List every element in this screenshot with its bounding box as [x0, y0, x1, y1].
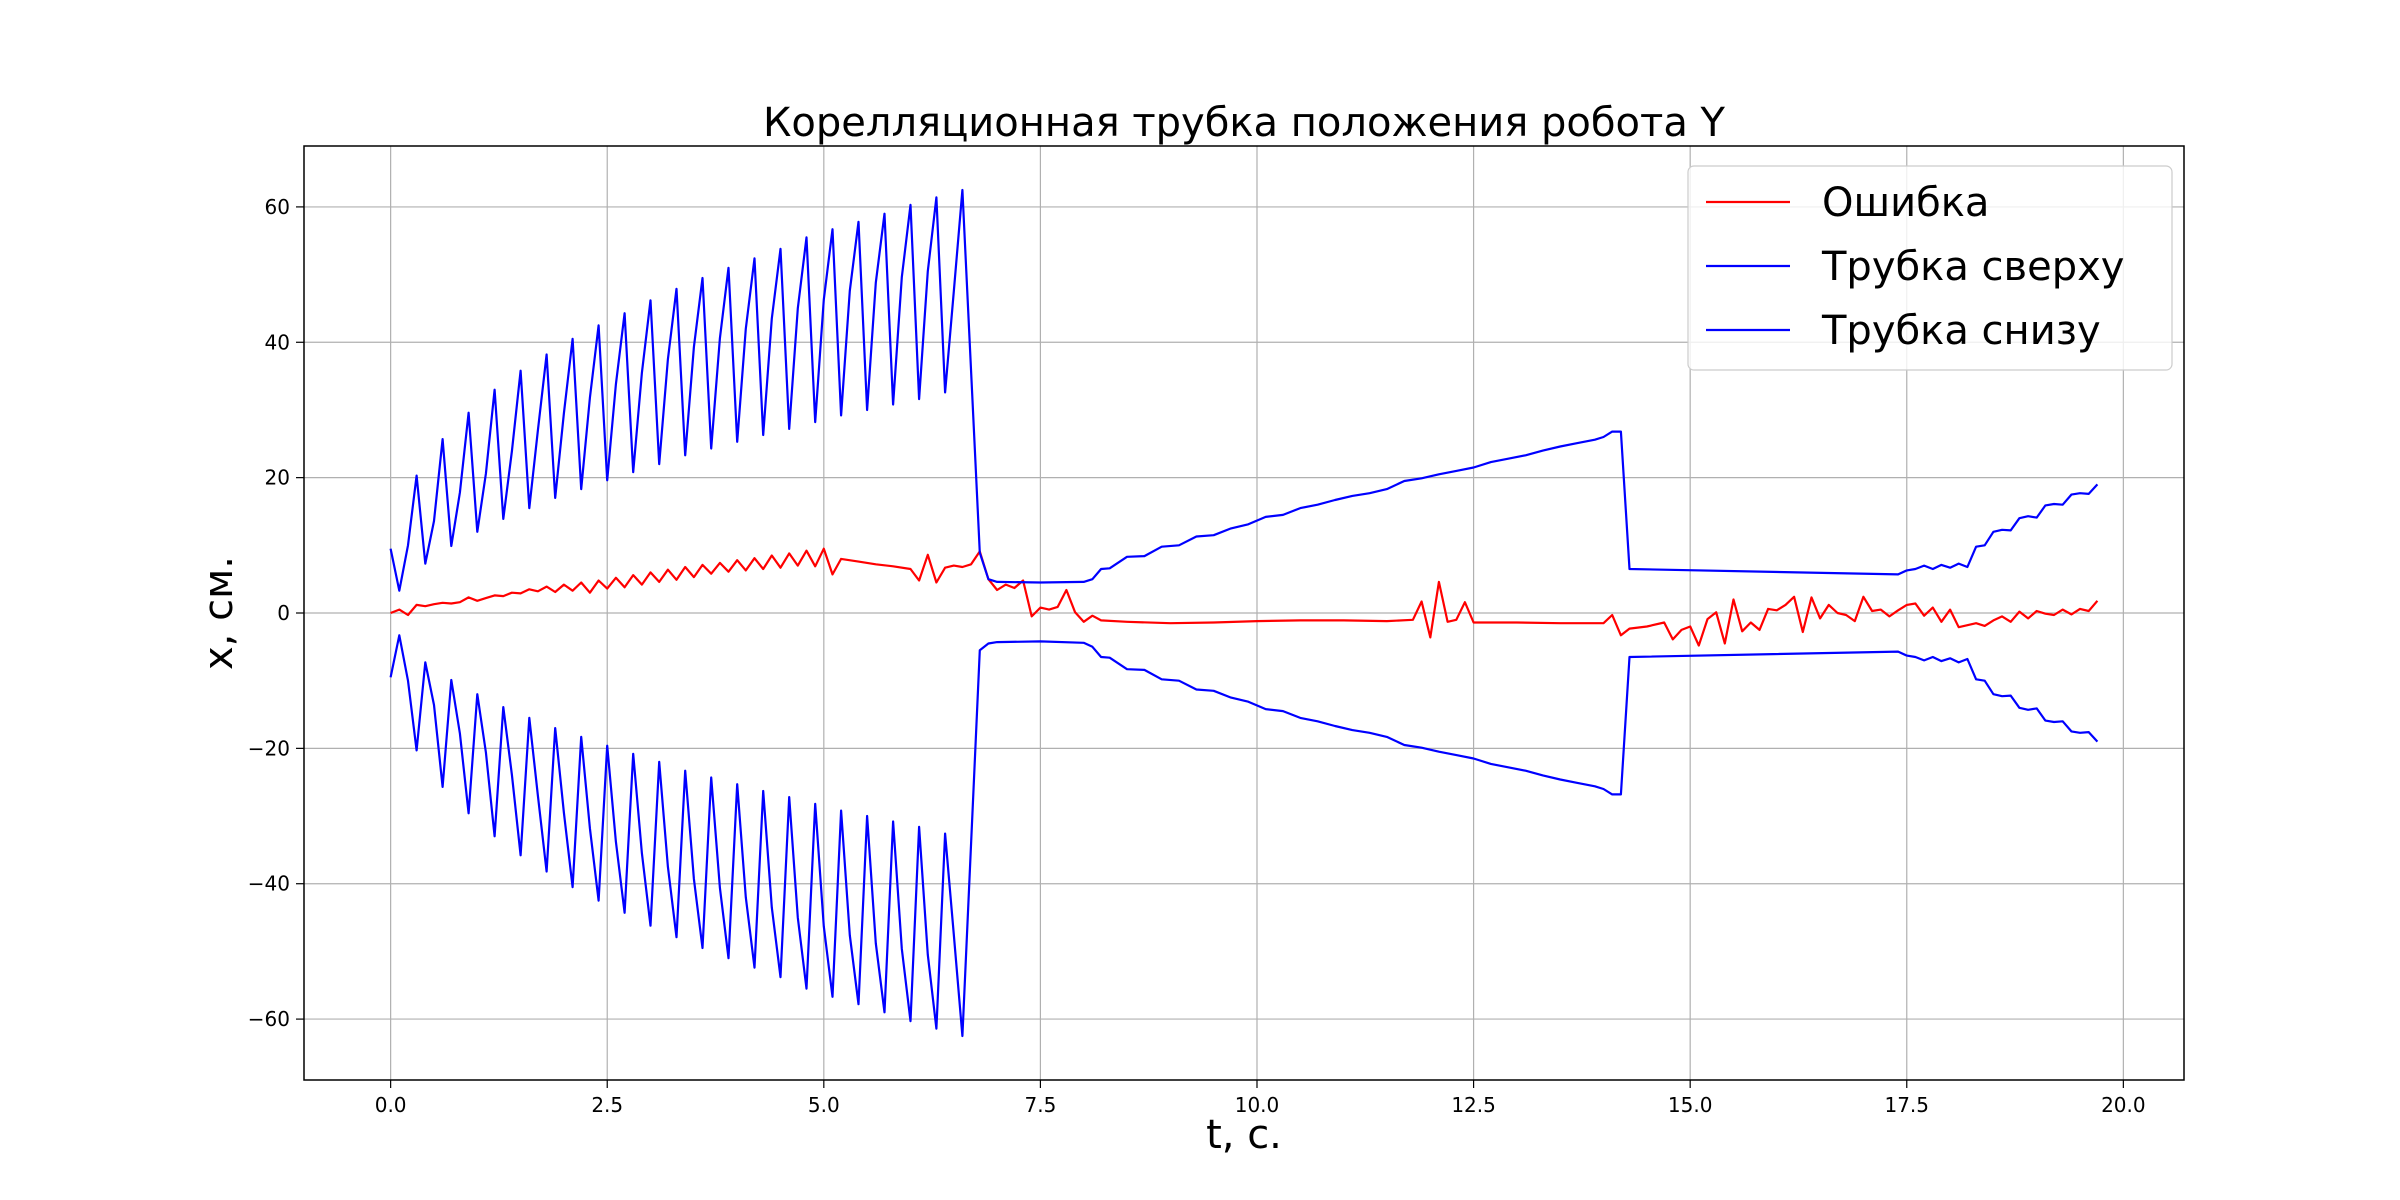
chart-title: Корелляционная трубка положения робота Y [763, 100, 1726, 146]
legend-entry: Трубка снизу [1821, 308, 2101, 354]
legend-entry: Трубка сверху [1821, 244, 2124, 290]
x-tick-label: 12.5 [1451, 1093, 1496, 1117]
x-axis: 0.0 2.5 5.0 7.5 10.0 12.5 15.0 17.5 20.0 [375, 1080, 2146, 1117]
x-tick-label: 20.0 [2101, 1093, 2146, 1117]
legend-entry: Ошибка [1822, 180, 1989, 226]
y-tick-label: −20 [248, 736, 290, 760]
series-line-tube-bottom [389, 634, 2099, 1038]
y-tick-label: 20 [265, 466, 290, 490]
x-tick-label: 17.5 [1884, 1093, 1929, 1117]
x-tick-label: 15.0 [1668, 1093, 1713, 1117]
x-axis-label: t, c. [1206, 1112, 1282, 1158]
series-layer [389, 188, 2099, 1038]
x-tick-label: 2.5 [591, 1093, 623, 1117]
series-line-error [390, 547, 2099, 647]
x-tick-label: 5.0 [808, 1093, 840, 1117]
x-tick-label: 0.0 [375, 1093, 407, 1117]
y-tick-label: −40 [248, 872, 290, 896]
y-tick-label: −60 [248, 1007, 290, 1031]
y-tick-label: 40 [265, 330, 290, 354]
series-line-tube-top [389, 188, 2099, 592]
legend-box [1687, 165, 2173, 371]
legend: Ошибка Трубка сверху Трубка снизу [1687, 165, 2173, 371]
y-axis-label: x, см. [196, 556, 242, 670]
x-tick-label: 7.5 [1024, 1093, 1056, 1117]
y-tick-label: 0 [277, 601, 290, 625]
y-tick-label: 60 [265, 195, 290, 219]
x-tick-label: 10.0 [1235, 1093, 1280, 1117]
y-axis: −60 −40 −20 0 20 40 60 [248, 195, 304, 1031]
